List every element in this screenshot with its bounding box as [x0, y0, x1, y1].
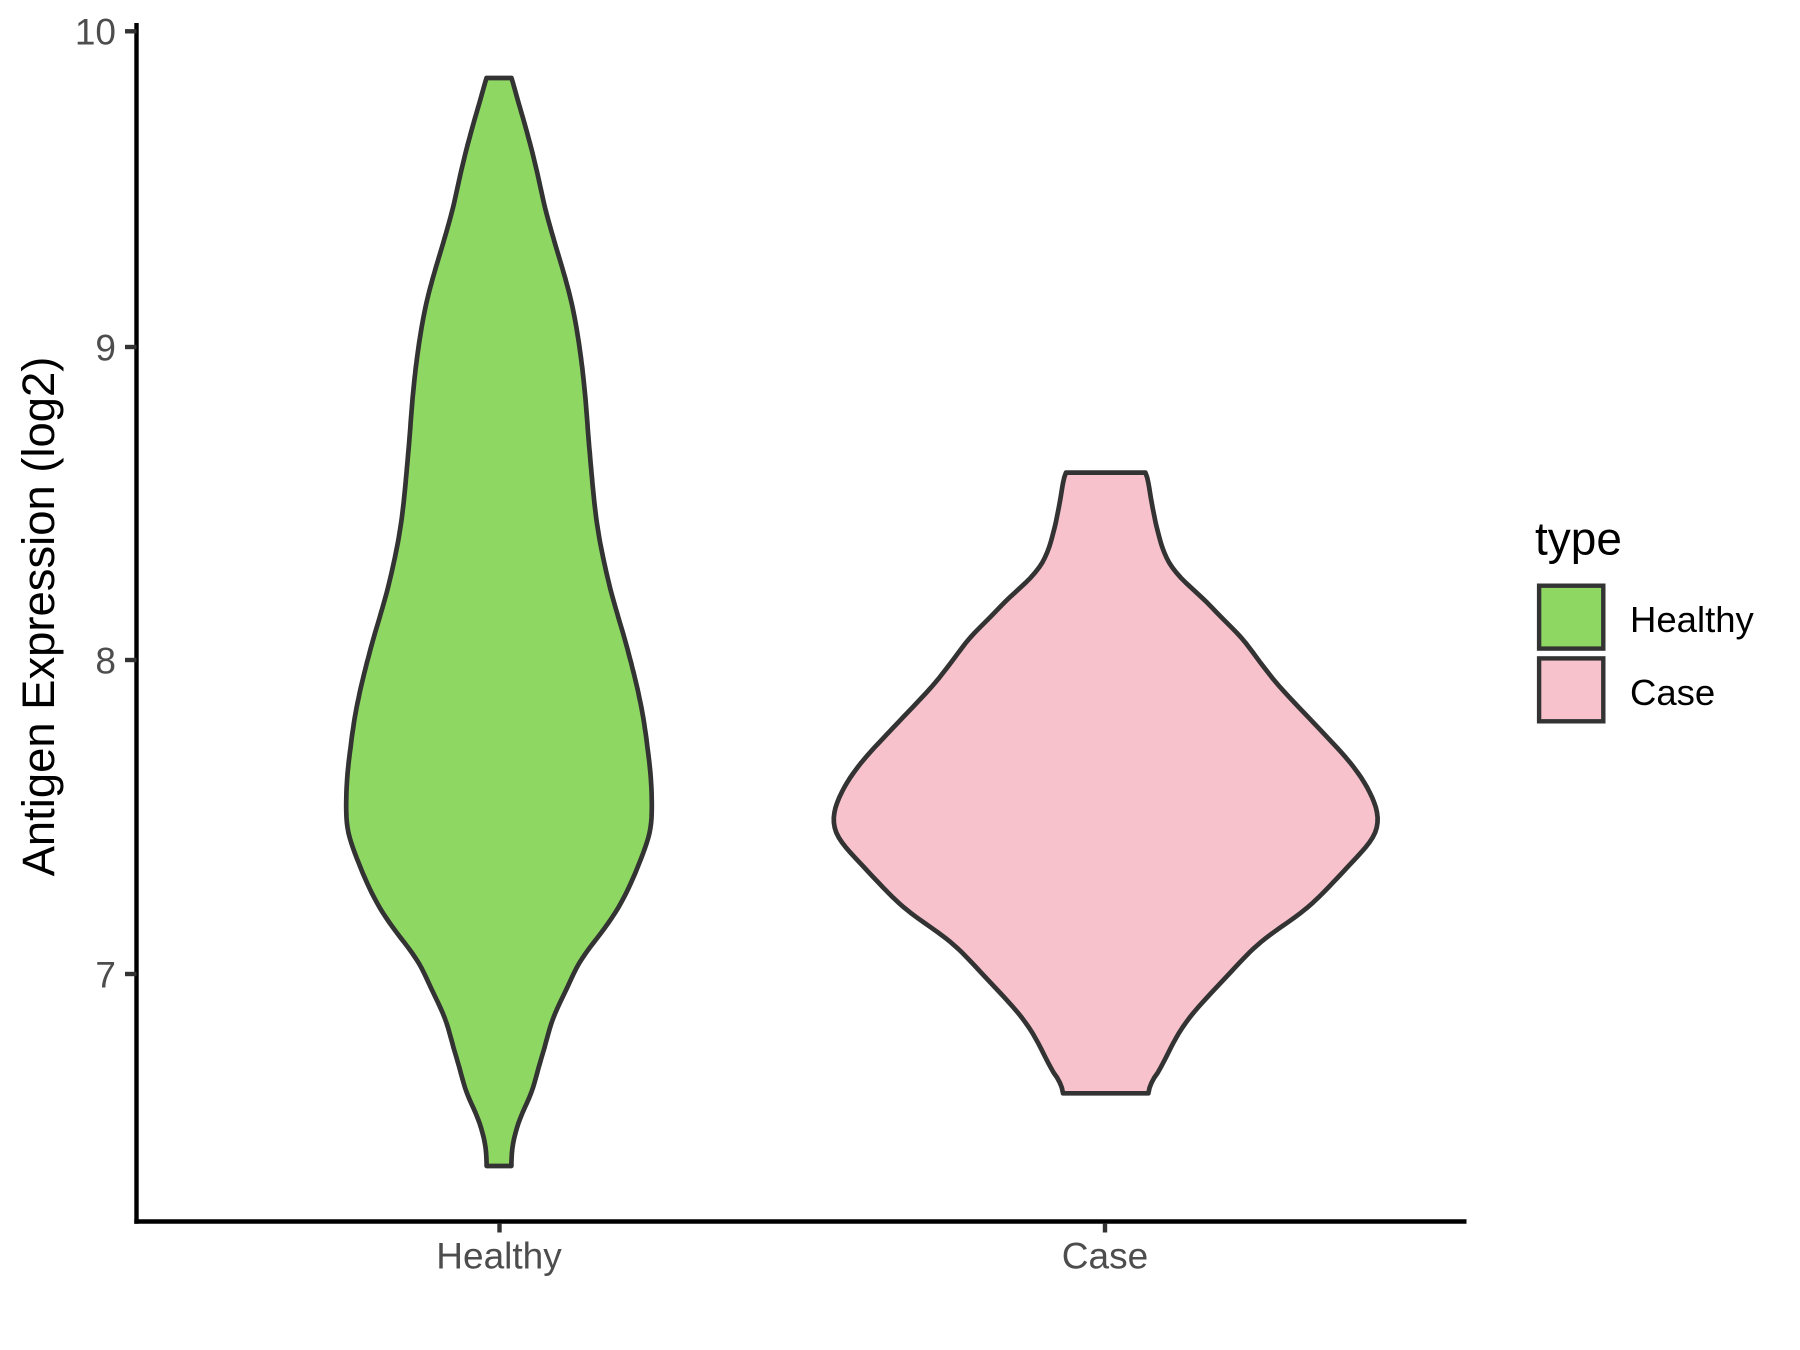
- svg-text:type: type: [1535, 513, 1622, 565]
- svg-text:8: 8: [95, 640, 116, 681]
- svg-text:Healthy: Healthy: [436, 1236, 562, 1277]
- svg-text:Case: Case: [1630, 672, 1715, 713]
- svg-text:Healthy: Healthy: [1630, 599, 1755, 640]
- svg-text:7: 7: [95, 954, 116, 995]
- svg-text:Case: Case: [1062, 1236, 1148, 1277]
- svg-text:9: 9: [95, 327, 116, 368]
- svg-text:10: 10: [75, 12, 116, 53]
- svg-text:Antigen Expression (log2): Antigen Expression (log2): [13, 357, 64, 877]
